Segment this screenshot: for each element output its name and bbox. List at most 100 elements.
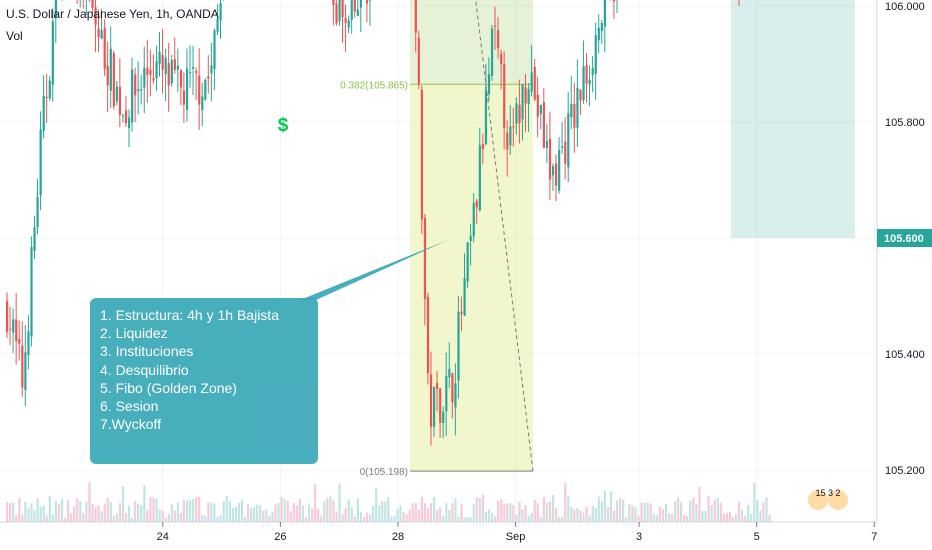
volume-bar xyxy=(570,507,573,522)
volume-bar xyxy=(347,499,350,522)
volume-bar xyxy=(210,502,213,522)
volume-bar xyxy=(335,511,338,522)
volume-bar xyxy=(54,501,57,522)
annotation-callout[interactable]: 1. Estructura: 4h y 1h Bajista 2. Liquid… xyxy=(90,298,318,464)
candle-body xyxy=(36,196,39,228)
volume-bar xyxy=(417,509,420,522)
volume-bar xyxy=(646,502,649,522)
candle-body xyxy=(33,227,36,251)
candle-body xyxy=(21,345,24,388)
volume-bar xyxy=(567,496,570,522)
tv-badge: 15 3 2 xyxy=(808,488,848,510)
volume-bar xyxy=(619,498,622,522)
volume-bar xyxy=(103,503,106,522)
volume-bar xyxy=(475,497,478,522)
volume-bar xyxy=(158,509,161,522)
volume-bar xyxy=(597,496,600,522)
volume-bar xyxy=(622,499,625,522)
dollar-sign-marker: $ xyxy=(278,115,289,136)
volume-bar xyxy=(42,505,45,522)
volume-bar xyxy=(414,503,417,522)
volume-bar xyxy=(426,508,430,522)
time-tick-label: 26 xyxy=(274,531,286,543)
volume-bar xyxy=(722,513,725,522)
volume-bar xyxy=(146,510,149,522)
volume-bar xyxy=(253,507,256,522)
candle-body xyxy=(539,104,542,115)
candle-body xyxy=(448,368,451,378)
candle-body xyxy=(350,0,353,20)
volume-bar xyxy=(707,496,710,522)
volume-bar xyxy=(94,507,97,522)
volume-bar xyxy=(542,496,545,522)
volume-bar xyxy=(259,505,262,522)
candle-body xyxy=(515,103,518,124)
candle-body xyxy=(472,202,475,237)
volume-bar xyxy=(246,504,250,522)
price-tick-label: 105.400 xyxy=(885,349,925,361)
candle-body xyxy=(545,140,549,148)
volume-bar xyxy=(243,517,247,522)
volume-bar xyxy=(439,507,442,522)
volume-bar xyxy=(448,509,451,522)
candle-body xyxy=(198,75,201,105)
volume-bar xyxy=(664,503,667,522)
note-line-6: 6. Sesion xyxy=(100,398,159,415)
candle-body xyxy=(195,71,198,73)
candle-body xyxy=(91,0,94,8)
time-tick-label: 7 xyxy=(871,531,877,543)
volume-bar xyxy=(39,506,42,522)
candle-body xyxy=(429,374,433,428)
volume-bar xyxy=(744,516,747,522)
volume-bar xyxy=(201,514,204,522)
volume-bar xyxy=(612,510,616,522)
volume-bar xyxy=(27,508,30,522)
candle-body xyxy=(137,89,140,92)
volume-bar xyxy=(189,499,192,522)
volume-bar xyxy=(469,517,472,522)
volume-bar xyxy=(73,507,76,522)
volume-bar xyxy=(731,517,735,522)
price-tick-label: 105.800 xyxy=(885,117,925,129)
volume-bar xyxy=(433,496,436,522)
candle-body xyxy=(6,300,9,332)
volume-bar xyxy=(67,499,70,522)
volume-bar xyxy=(661,509,664,522)
volume-bar xyxy=(466,517,469,522)
candle-body xyxy=(356,9,359,16)
volume-bar xyxy=(289,511,292,522)
volume-bar xyxy=(478,498,481,522)
candle-body xyxy=(115,86,118,102)
candle-body xyxy=(112,52,115,107)
candle-body xyxy=(109,48,112,91)
candle-body xyxy=(158,51,161,64)
volume-bar xyxy=(195,496,198,522)
volume-bar xyxy=(124,513,128,522)
volume-bar xyxy=(301,505,305,522)
volume-bar xyxy=(673,501,677,522)
volume-bar xyxy=(545,502,549,522)
volume-bar xyxy=(91,503,94,522)
candle-body xyxy=(167,63,170,86)
volume-indicator-label: Vol xyxy=(6,29,23,43)
candle-body xyxy=(576,87,579,128)
volume-bar xyxy=(185,500,189,522)
volume-bar xyxy=(704,510,707,522)
candle-body xyxy=(561,146,564,148)
volume-bar xyxy=(115,513,118,522)
candle-body xyxy=(524,87,527,104)
volume-bar xyxy=(756,499,759,522)
volume-bar xyxy=(591,506,594,522)
volume-bar xyxy=(423,503,427,522)
badge-circle xyxy=(808,490,828,510)
volume-bar xyxy=(747,505,750,522)
volume-bar xyxy=(109,502,112,522)
volume-bar xyxy=(271,511,274,522)
volume-bar xyxy=(643,502,646,522)
chart-title: U.S. Dollar / Japanese Yen, 1h, OANDA xyxy=(6,7,219,21)
candle-body xyxy=(189,72,192,74)
volume-bar xyxy=(555,507,558,522)
volume-bar xyxy=(121,486,125,522)
volume-bar xyxy=(738,501,741,522)
